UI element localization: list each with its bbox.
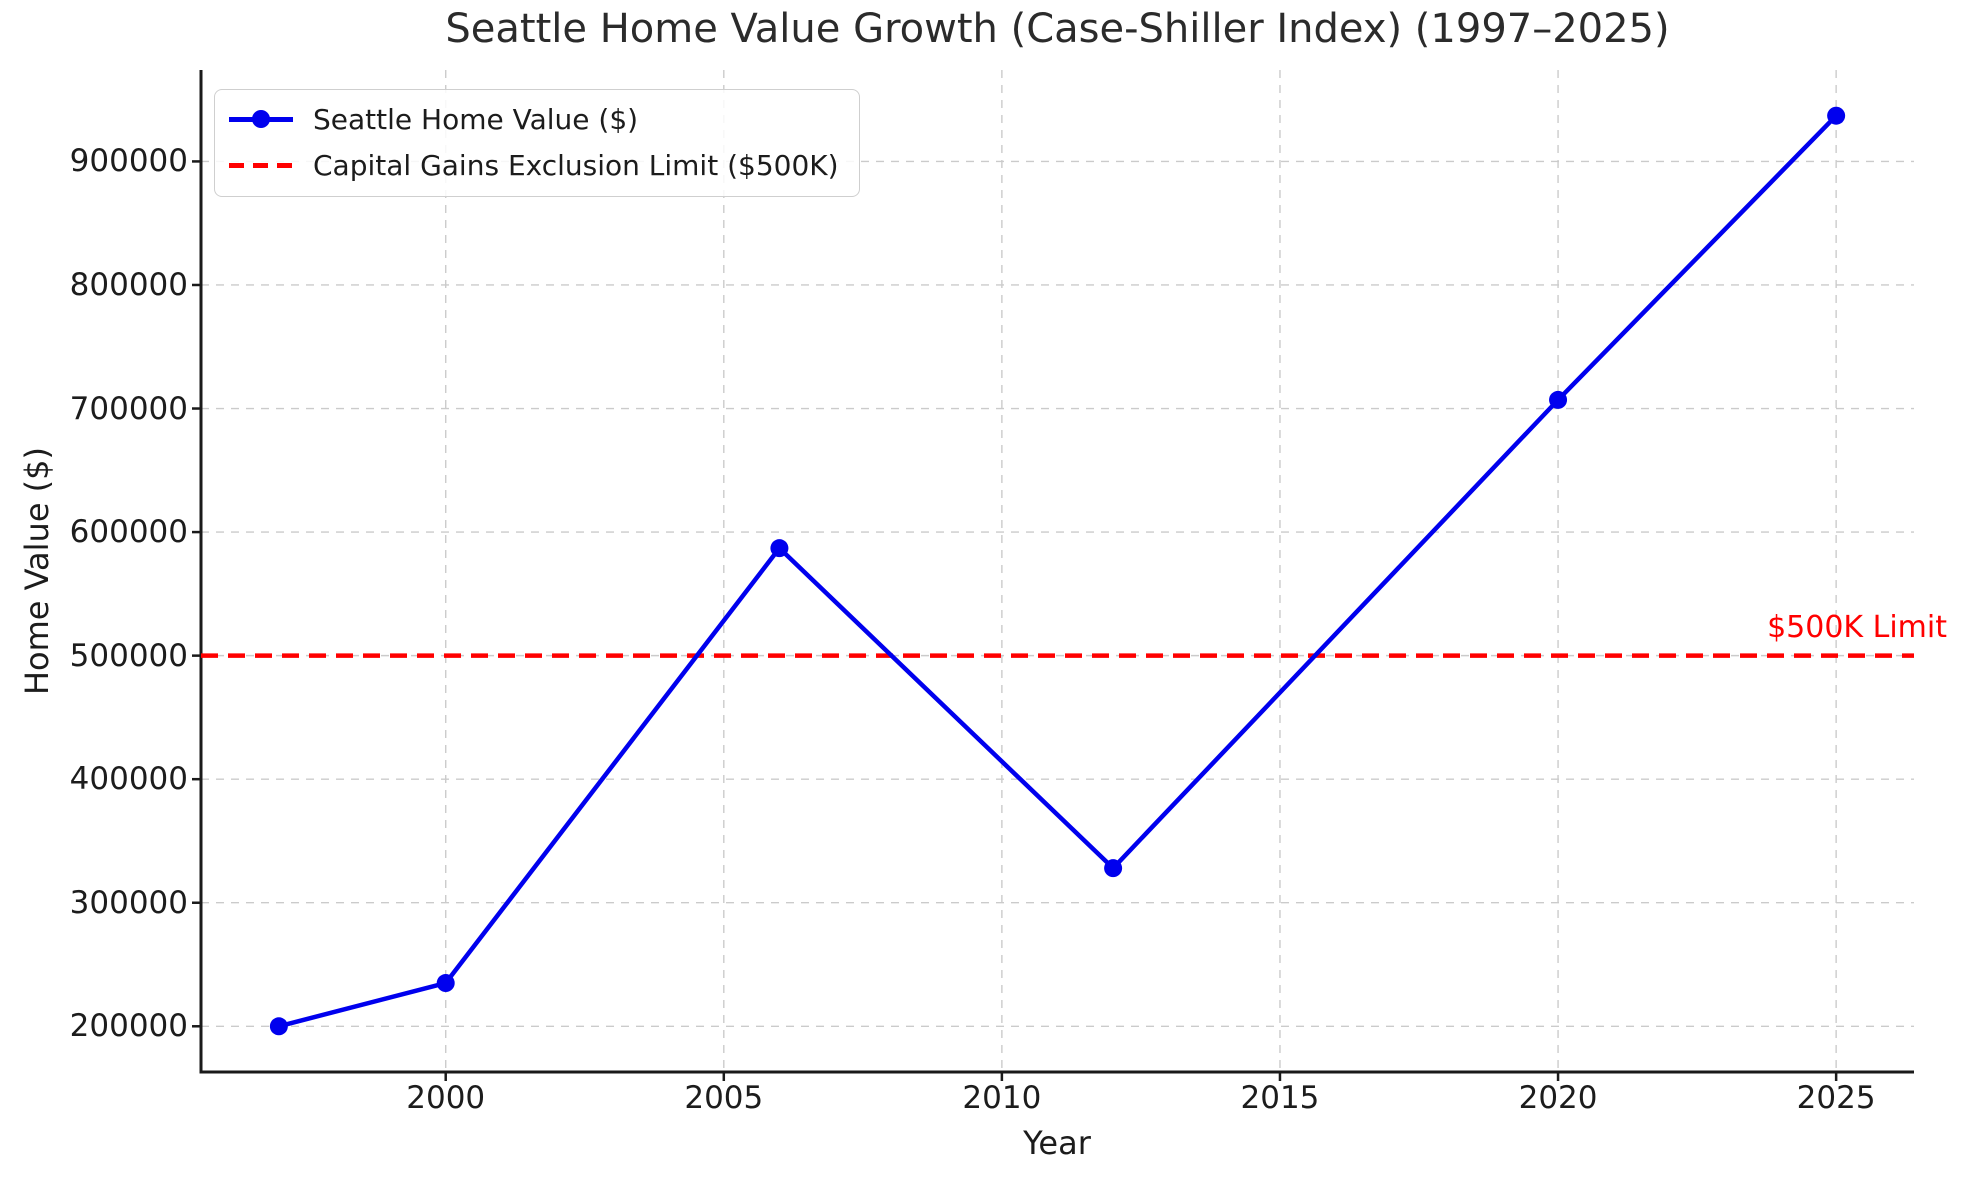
y-tick-label: 400000 (69, 761, 188, 798)
y-tick-label: 300000 (69, 884, 188, 921)
data-point-marker (1549, 390, 1568, 409)
y-tick-label: 700000 (69, 390, 188, 427)
data-point-marker (1827, 106, 1846, 125)
legend-label: Seattle Home Value ($) (313, 102, 639, 136)
legend-label: Capital Gains Exclusion Limit ($500K) (313, 148, 839, 182)
x-tick-label: 2015 (1240, 1080, 1320, 1116)
limit-annotation: $500K Limit (1767, 610, 1947, 645)
x-axis-label: Year (1023, 1124, 1091, 1162)
legend-item-limit: Capital Gains Exclusion Limit ($500K) (229, 146, 839, 184)
x-tick-label: 2020 (1518, 1080, 1598, 1116)
x-tick-label: 2000 (406, 1080, 486, 1116)
y-tick-label: 500000 (69, 637, 188, 674)
y-tick-label: 900000 (69, 143, 188, 180)
legend-line-marker-icon (229, 109, 293, 129)
x-tick-label: 2005 (684, 1080, 764, 1116)
x-tick-label: 2010 (962, 1080, 1042, 1116)
data-point-marker (269, 1017, 288, 1036)
data-point-marker (770, 539, 789, 558)
chart-title: Seattle Home Value Growth (Case-Shiller … (445, 6, 1670, 52)
data-point-marker (1104, 859, 1123, 878)
y-axis-label: Home Value ($) (18, 446, 56, 696)
data-point-marker (436, 974, 455, 993)
legend-dashed-line-icon (229, 155, 293, 175)
y-tick-label: 600000 (69, 514, 188, 551)
x-tick-label: 2025 (1796, 1080, 1876, 1116)
legend: Seattle Home Value ($) Capital Gains Exc… (214, 89, 860, 197)
series-line (276, 113, 1839, 1029)
y-tick-label: 800000 (69, 266, 188, 303)
y-tick-label: 200000 (69, 1008, 188, 1045)
legend-item-series: Seattle Home Value ($) (229, 100, 839, 138)
